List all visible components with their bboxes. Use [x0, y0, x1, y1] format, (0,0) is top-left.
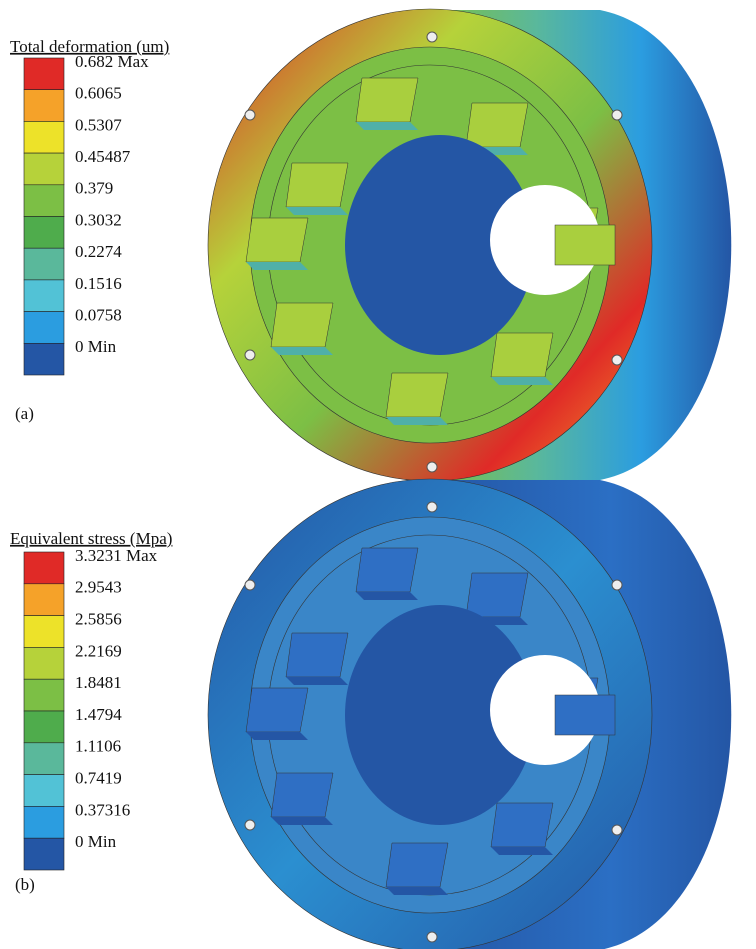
stator-tooth	[386, 373, 448, 417]
legend-label: 1.8481	[75, 673, 122, 692]
legend-swatch	[24, 185, 64, 217]
stator-tooth	[246, 218, 308, 262]
legend-swatch	[24, 616, 64, 648]
legend-label: 0.6065	[75, 84, 122, 103]
legend-label: 0.682 Max	[75, 52, 149, 71]
panel-label: (b)	[15, 875, 35, 894]
legend-label: 2.5856	[75, 610, 122, 629]
legend-swatch	[24, 280, 64, 312]
bolt-hole	[245, 580, 255, 590]
legend-swatch	[24, 312, 64, 344]
panel: Total deformation (um)0.682 Max0.60650.5…	[10, 9, 731, 481]
bolt-hole	[612, 110, 622, 120]
legend-label: 2.9543	[75, 578, 122, 597]
legend-swatch	[24, 679, 64, 711]
legend-label: 0.5307	[75, 115, 122, 134]
legend-label: 3.3231 Max	[75, 546, 158, 565]
stator-tooth-side	[246, 732, 308, 740]
stator-tooth-side	[386, 887, 448, 895]
stator-tooth	[466, 103, 528, 147]
legend-swatch	[24, 838, 64, 870]
stator-tooth-side	[491, 847, 553, 855]
stator-tooth-side	[271, 817, 333, 825]
legend-swatch	[24, 711, 64, 743]
legend-swatch	[24, 248, 64, 280]
legend-swatch	[24, 775, 64, 807]
stator-tooth-side	[386, 417, 448, 425]
bolt-hole	[245, 350, 255, 360]
legend-label: 0.1516	[75, 274, 122, 293]
stator-tooth	[386, 843, 448, 887]
stator-tooth-side	[246, 262, 308, 270]
stator-tooth	[286, 163, 348, 207]
panel: Equivalent stress (Mpa)3.3231 Max2.95432…	[10, 479, 731, 949]
stator-tooth-side	[286, 207, 348, 215]
legend-swatch	[24, 58, 64, 90]
key	[555, 225, 615, 265]
bolt-hole	[612, 825, 622, 835]
stator-tooth	[271, 773, 333, 817]
bolt-hole	[427, 502, 437, 512]
bolt-hole	[612, 580, 622, 590]
figure: Total deformation (um)0.682 Max0.60650.5…	[0, 0, 756, 949]
key	[555, 695, 615, 735]
legend-label: 0.45487	[75, 147, 131, 166]
legend-label: 0.3032	[75, 210, 122, 229]
stator-tooth	[246, 688, 308, 732]
stator-tooth-side	[286, 677, 348, 685]
legend-label: 2.2169	[75, 641, 122, 660]
legend-label: 0.2274	[75, 242, 122, 261]
legend-swatch	[24, 121, 64, 153]
legend-label: 0.7419	[75, 769, 122, 788]
stator-tooth	[356, 548, 418, 592]
legend-label: 0.0758	[75, 306, 122, 325]
legend-label: 0 Min	[75, 337, 117, 356]
legend-swatch	[24, 647, 64, 679]
legend-swatch	[24, 217, 64, 249]
legend-label: 0 Min	[75, 832, 117, 851]
stator-tooth	[356, 78, 418, 122]
legend-swatch	[24, 743, 64, 775]
stator-tooth-side	[356, 122, 418, 130]
panel-label: (a)	[15, 404, 34, 423]
legend-swatch	[24, 552, 64, 584]
bolt-hole	[427, 462, 437, 472]
stator-tooth	[286, 633, 348, 677]
legend-label: 1.4794	[75, 705, 122, 724]
legend-label: 0.37316	[75, 800, 130, 819]
legend-swatch	[24, 584, 64, 616]
stator-tooth	[466, 573, 528, 617]
legend-swatch	[24, 153, 64, 185]
stator-tooth-side	[356, 592, 418, 600]
legend-swatch	[24, 343, 64, 375]
legend-swatch	[24, 90, 64, 122]
stator-tooth-side	[491, 377, 553, 385]
legend-swatch	[24, 806, 64, 838]
stator-tooth-side	[271, 347, 333, 355]
bolt-hole	[427, 32, 437, 42]
bolt-hole	[427, 932, 437, 942]
stator-tooth	[491, 803, 553, 847]
bolt-hole	[245, 820, 255, 830]
legend-label: 1.1106	[75, 737, 121, 756]
stator-tooth	[271, 303, 333, 347]
legend-label: 0.379	[75, 179, 113, 198]
stator-tooth	[491, 333, 553, 377]
bolt-hole	[245, 110, 255, 120]
bolt-hole	[612, 355, 622, 365]
